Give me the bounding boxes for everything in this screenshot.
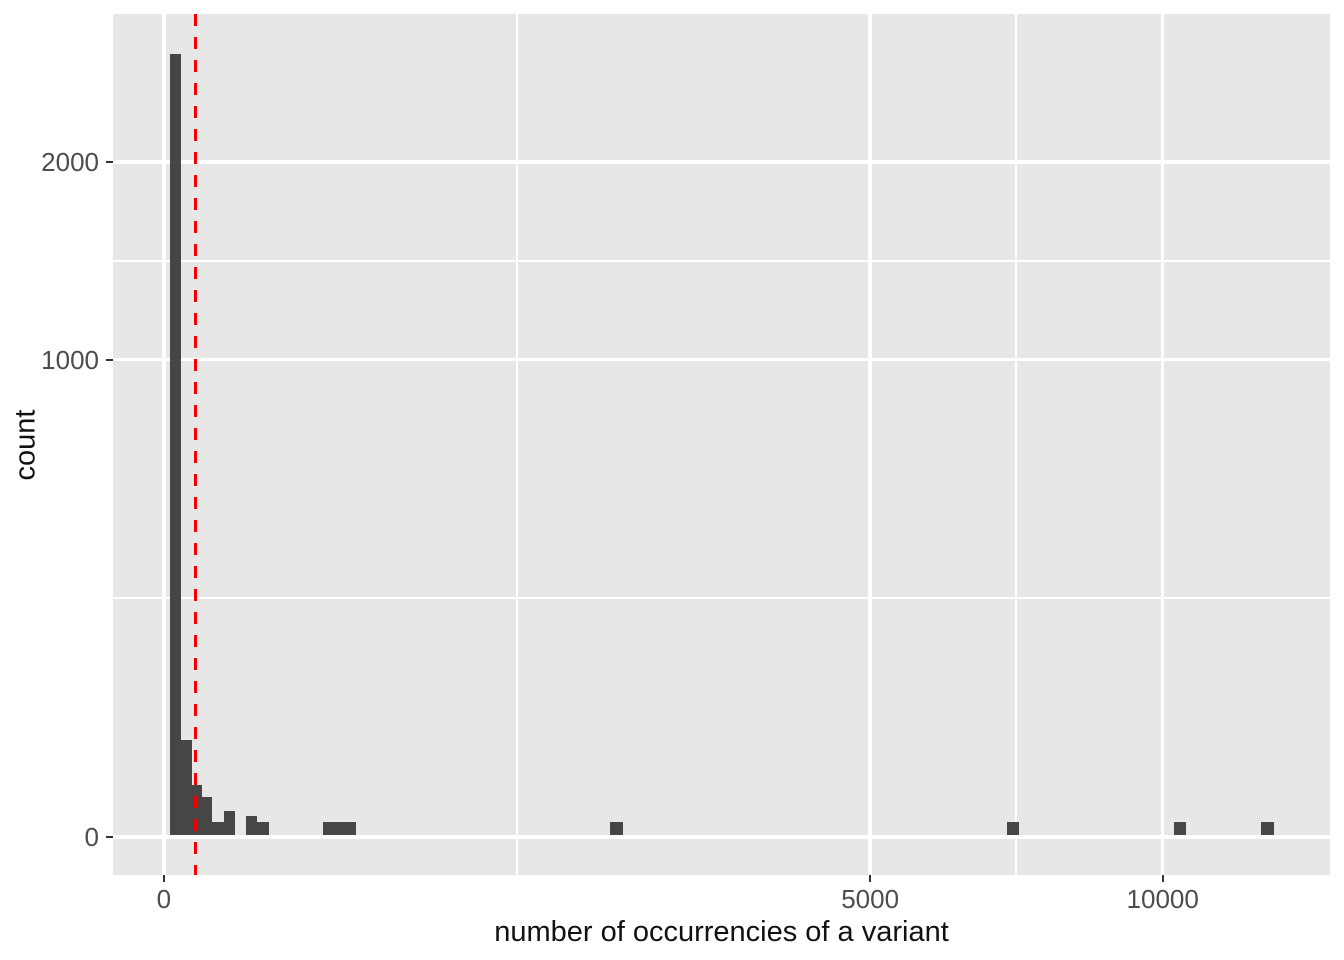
x-tick-mark: [869, 875, 872, 882]
histogram-bar: [170, 53, 182, 835]
histogram-bar: [224, 810, 236, 835]
histogram-bar: [212, 821, 225, 835]
histogram-bar: [181, 740, 192, 835]
histogram-bar: [246, 815, 258, 835]
mean-vline: [193, 14, 198, 875]
gridline-y-minor: [113, 259, 1330, 262]
y-tick-mark: [106, 358, 113, 361]
x-tick-label: 10000: [1126, 884, 1199, 914]
y-tick-label: 0: [84, 821, 99, 852]
gridline-x-major: [162, 14, 166, 875]
histogram-bar: [1261, 821, 1274, 835]
x-tick-mark: [1161, 875, 1164, 882]
histogram-bar: [202, 797, 213, 835]
histogram-bar: [1173, 821, 1186, 835]
histogram-bar: [1007, 821, 1019, 835]
x-axis-title: number of occurrencies of a variant: [494, 916, 949, 948]
y-tick-mark: [106, 835, 113, 838]
gridline-x-minor: [1015, 14, 1018, 875]
x-tick-mark: [162, 875, 165, 882]
gridline-x-minor: [515, 14, 518, 875]
gridline-x-major: [1160, 14, 1165, 875]
histogram-bar: [323, 821, 357, 835]
plot-panel: [113, 14, 1330, 875]
gridline-y-major: [113, 159, 1330, 164]
gridline-y-major: [113, 835, 1330, 839]
gridline-x-major: [868, 14, 872, 875]
x-tick-label: 0: [156, 884, 172, 914]
y-tick-mark: [106, 160, 113, 163]
histogram-bar: [257, 821, 269, 835]
gridline-y-major: [113, 357, 1330, 362]
x-tick-label: 5000: [841, 884, 900, 914]
histogram-bar: [610, 821, 623, 835]
y-axis-title: count: [9, 409, 42, 480]
y-tick-label: 1000: [41, 344, 99, 375]
y-tick-label: 2000: [41, 146, 99, 177]
gridline-y-minor: [113, 597, 1330, 600]
